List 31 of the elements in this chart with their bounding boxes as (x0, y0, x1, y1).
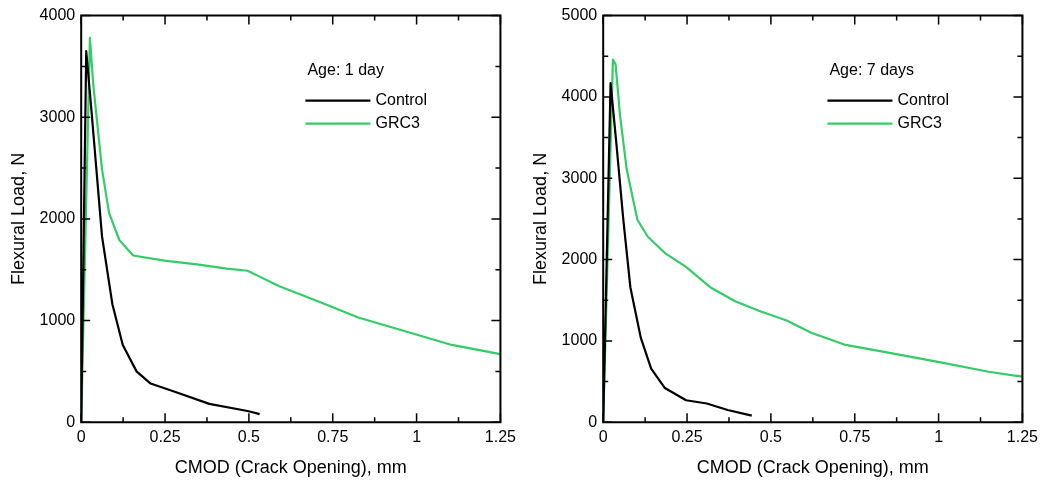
y-tick-label: 1000 (561, 331, 598, 349)
x-tick-label: 0.25 (671, 428, 703, 446)
legend-label: GRC3 (897, 114, 942, 132)
x-tick-label: 0.25 (149, 428, 181, 446)
legend-title: Age: 7 days (829, 61, 914, 79)
y-tick-label: 5000 (561, 6, 598, 24)
x-axis-title: CMOD (Crack Opening), mm (174, 457, 407, 478)
x-tick-label: 1.25 (1006, 428, 1039, 446)
x-tick-label: 1 (412, 428, 422, 446)
y-tick-label: 3000 (561, 168, 598, 186)
legend-label: Control (897, 91, 950, 109)
x-tick-label: 0.5 (237, 428, 261, 446)
y-tick-label: 4000 (39, 6, 76, 24)
legend-label: GRC3 (375, 114, 420, 132)
legend-label: Control (375, 91, 428, 109)
x-tick-label: 0.5 (759, 428, 783, 446)
x-tick-label: 0.75 (317, 428, 349, 446)
x-tick-label: 1 (934, 428, 944, 446)
y-axis-title: Flexural Load, N (7, 152, 28, 285)
legend-title: Age: 1 day (307, 61, 384, 79)
y-tick-label: 3000 (39, 107, 76, 125)
y-tick-label: 0 (588, 412, 598, 430)
y-axis-title: Flexural Load, N (529, 152, 550, 285)
y-tick-label: 1000 (39, 310, 76, 328)
y-tick-label: 0 (66, 412, 76, 430)
y-tick-label: 2000 (39, 209, 76, 227)
x-tick-label: 0.75 (839, 428, 871, 446)
y-tick-label: 2000 (561, 249, 598, 267)
x-tick-label: 1.25 (484, 428, 517, 446)
y-tick-label: 4000 (561, 87, 598, 105)
x-axis-title: CMOD (Crack Opening), mm (696, 457, 929, 478)
